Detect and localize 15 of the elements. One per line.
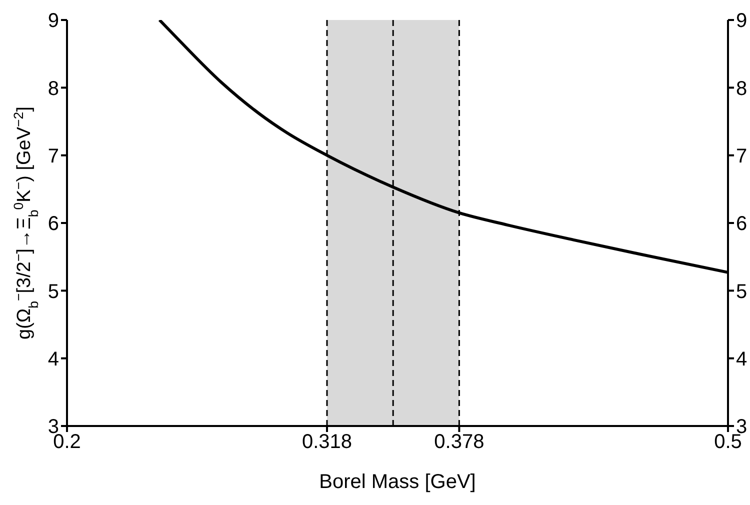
y-tick-label: 7 — [48, 145, 59, 168]
y-tick-label: 6 — [48, 213, 59, 236]
y-tick-label: 4 — [48, 348, 59, 370]
y2-tick-label: 5 — [736, 280, 748, 303]
y2-tick-label: 9 — [736, 10, 748, 32]
y2-tick-label: 8 — [736, 78, 748, 100]
x-tick-label: 0.378 — [434, 431, 484, 454]
x-axis-title: Borel Mass [GeV] — [319, 471, 476, 493]
y2-tick-label: 4 — [736, 348, 748, 370]
y2-tick-label: 6 — [736, 213, 748, 236]
y-tick-label: 8 — [48, 78, 59, 100]
x-tick-label: 0.318 — [302, 431, 352, 454]
y-tick-label: 9 — [48, 10, 59, 32]
y-tick-label: 5 — [48, 280, 59, 303]
y2-tick-label: 7 — [736, 145, 748, 168]
